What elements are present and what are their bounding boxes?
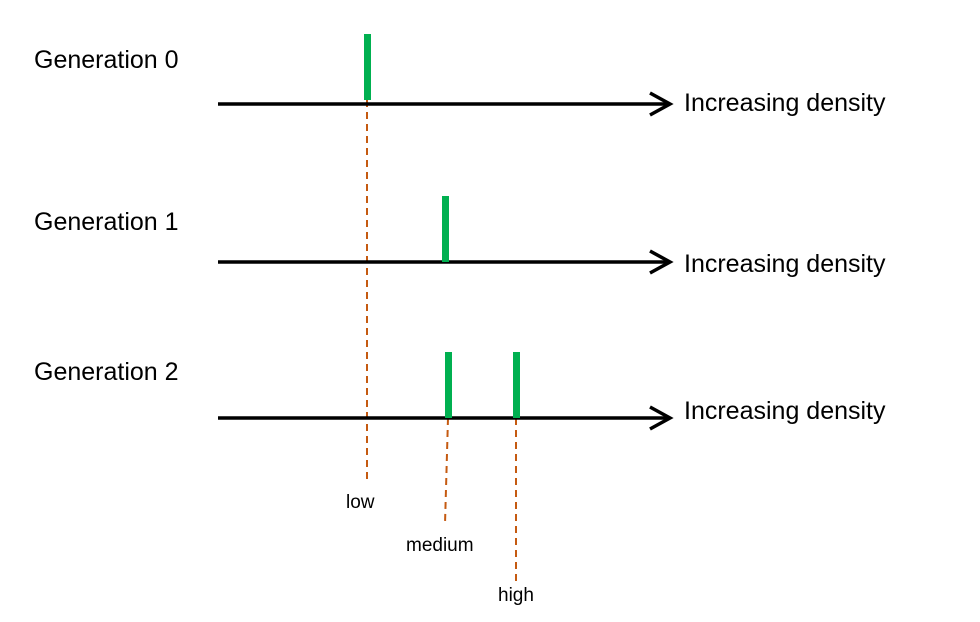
generation-0-label: Generation 0 — [34, 46, 179, 74]
medium-label: medium — [406, 535, 474, 556]
generation-2-high-marker — [513, 352, 520, 418]
generation-2-arrowhead-icon — [649, 405, 674, 431]
generation-2-axis-label: Increasing density — [684, 397, 886, 425]
medium-guide-line — [444, 417, 449, 525]
generation-1-axis-label: Increasing density — [684, 250, 886, 278]
generation-2-medium-marker — [445, 352, 452, 418]
high-label: high — [498, 585, 534, 606]
generation-1-label: Generation 1 — [34, 208, 179, 236]
generation-1-arrowhead-icon — [649, 249, 674, 275]
generation-0-axis-label: Increasing density — [684, 89, 886, 117]
generation-0-low-marker — [364, 34, 371, 100]
low-label: low — [346, 492, 375, 513]
generation-1-medium-marker — [442, 196, 449, 262]
generation-2-label: Generation 2 — [34, 358, 179, 386]
generation-0-arrowhead-icon — [649, 91, 674, 117]
